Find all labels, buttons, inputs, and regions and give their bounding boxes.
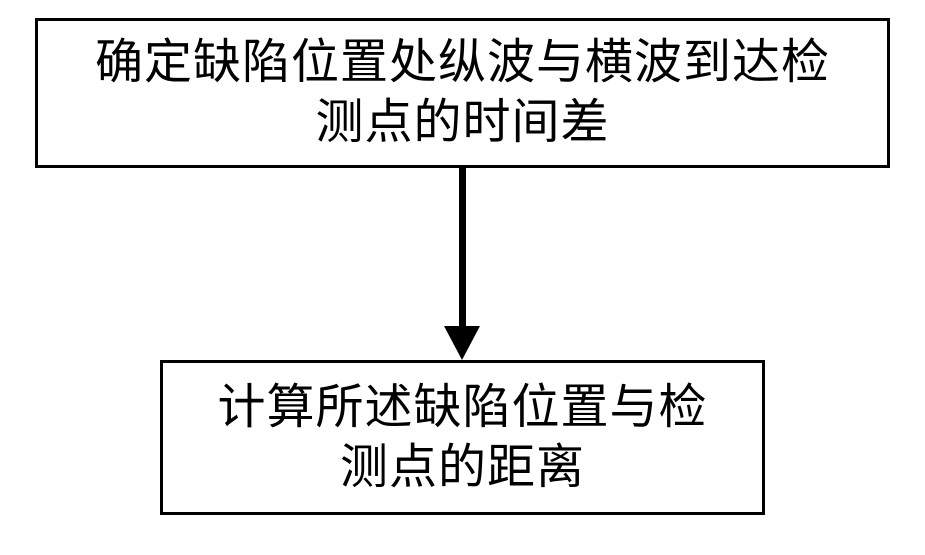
flowchart-canvas: 确定缺陷位置处纵波与横波到达检 测点的时间差 计算所述缺陷位置与检 测点的距离 [0, 0, 925, 555]
flow-node-step2: 计算所述缺陷位置与检 测点的距离 [160, 360, 765, 515]
flow-node-step1: 确定缺陷位置处纵波与横波到达检 测点的时间差 [35, 18, 890, 168]
flow-arrow-shaft [459, 168, 466, 328]
flow-node-step2-text: 计算所述缺陷位置与检 测点的距离 [217, 378, 707, 498]
flow-node-step1-text: 确定缺陷位置处纵波与横波到达检 测点的时间差 [95, 33, 830, 153]
flow-arrow-head-icon [444, 326, 480, 360]
